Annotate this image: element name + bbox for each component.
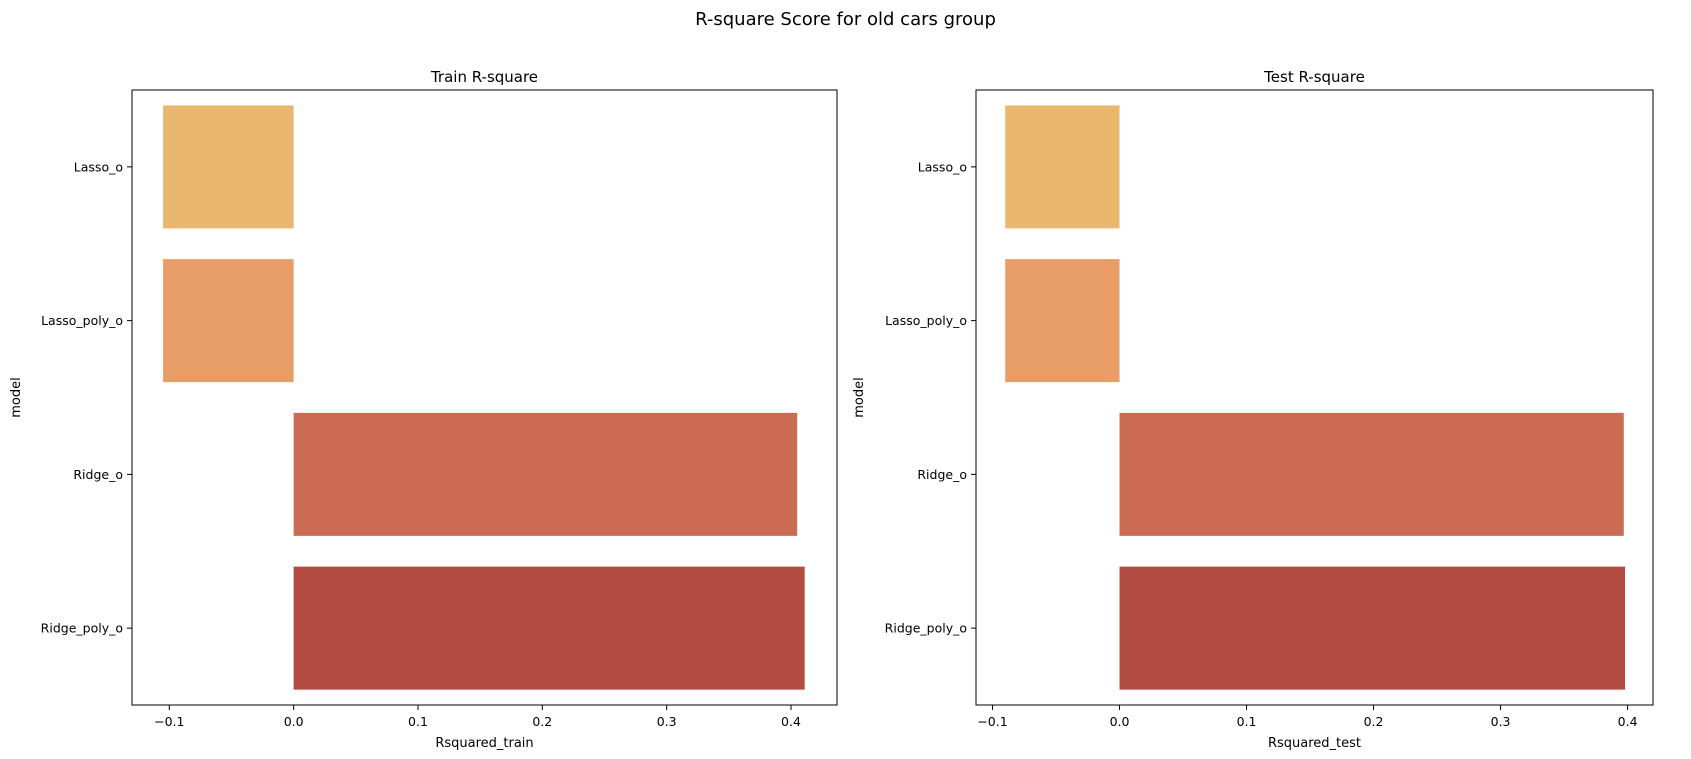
x-tick-label-train-3: 0.2 [532,714,552,729]
y-tick-label-train-0: Lasso_o [74,159,123,174]
chart-test: Test R-square Lasso_o Lasso_poly_o Ridge_o R… [852,68,1654,751]
x-tick-label-test-0: −0.1 [977,714,1007,729]
bar-train-ridge-o [293,412,798,536]
bar-train-ridge-poly-o [293,566,805,690]
x-tick-label-test-2: 0.1 [1237,714,1257,729]
bar-train-lasso-poly-o [163,259,294,383]
x-tick-label-train-4: 0.3 [657,714,677,729]
x-tick-label-train-1: 0.0 [284,714,304,729]
chart-train: Train R-square Lasso_o Lasso_poly_o Ridge_o… [9,68,838,751]
y-tick-label-train-1: Lasso_poly_o [41,313,123,328]
figure-suptitle: R-square Score for old cars group [695,9,996,30]
x-tick-label-test-4: 0.3 [1491,714,1511,729]
bar-test-lasso-o [1005,105,1120,229]
x-tick-label-train-0: −0.1 [154,714,184,729]
x-tick-label-train-5: 0.4 [781,714,801,729]
bar-train-lasso-o [163,105,294,229]
x-axis-label-train: Rsquared_train [435,736,533,751]
y-axis-label-train: model [9,377,24,417]
chart-title-test: Test R-square [1263,68,1365,86]
y-axis-label-test: model [852,377,867,417]
y-tick-label-test-1: Lasso_poly_o [885,313,967,328]
bar-test-ridge-o [1119,412,1624,536]
x-tick-label-train-2: 0.1 [408,714,428,729]
y-tick-label-train-2: Ridge_o [73,467,123,482]
bar-test-ridge-poly-o [1119,566,1626,690]
x-tick-label-test-3: 0.2 [1364,714,1384,729]
y-tick-label-test-2: Ridge_o [917,467,967,482]
bar-test-lasso-poly-o [1005,259,1120,383]
x-tick-label-test-1: 0.0 [1110,714,1130,729]
chart-title-train: Train R-square [430,68,538,86]
x-axis-label-test: Rsquared_test [1268,736,1361,751]
y-tick-label-train-3: Ridge_poly_o [41,621,123,636]
y-tick-label-test-0: Lasso_o [918,159,967,174]
axes-frame-train [131,89,838,706]
axes-frame-test [975,89,1654,706]
x-tick-label-test-5: 0.4 [1618,714,1638,729]
y-tick-label-test-3: Ridge_poly_o [885,621,967,636]
